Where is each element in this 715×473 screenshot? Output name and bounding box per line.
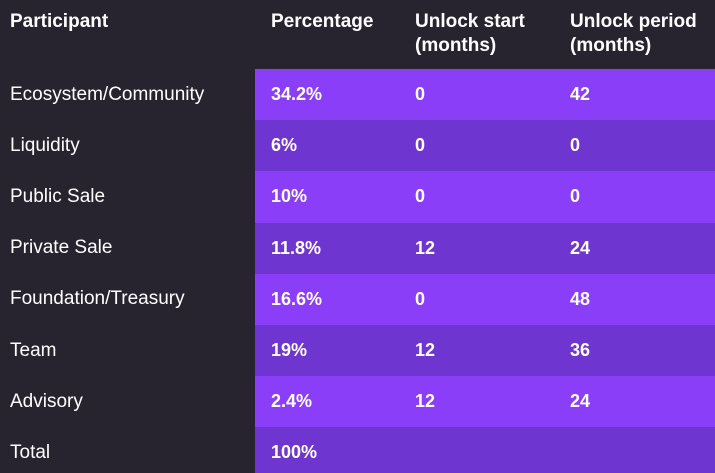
table-row: Foundation/Treasury 16.6% 0 48 [0, 273, 715, 325]
value-cells: 11.8% 12 24 [255, 222, 715, 274]
participant-cell: Private Sale [0, 222, 255, 274]
percentage-cell: 100% [271, 442, 318, 463]
value-cells: 10% 0 0 [255, 171, 715, 223]
percentage-cell: 19% [271, 340, 308, 361]
participant-cell: Foundation/Treasury [0, 273, 255, 325]
participant-cell: Ecosystem/Community [0, 69, 255, 121]
unlock-start-cell: 0 [415, 135, 426, 156]
percentage-cell: 10% [271, 186, 308, 207]
value-cells: 34.2% 0 42 [255, 69, 715, 121]
unlock-period-cell: 24 [570, 237, 591, 258]
unlock-start-cell: 0 [415, 84, 426, 105]
unlock-period-cell: 0 [570, 186, 581, 207]
unlock-start-cell: 12 [415, 237, 436, 258]
unlock-period-cell: 24 [570, 391, 591, 412]
value-cells: 2.4% 12 24 [255, 376, 715, 428]
header-unlock-period: Unlock period (months) [570, 11, 697, 56]
unlock-period-cell: 36 [570, 340, 591, 361]
percentage-cell: 6% [271, 135, 298, 156]
percentage-cell: 16.6% [271, 288, 323, 309]
table-row: Public Sale 10% 0 0 [0, 171, 715, 223]
participant-cell: Advisory [0, 376, 255, 428]
unlock-start-cell: 12 [415, 340, 436, 361]
table-body: Ecosystem/Community 34.2% 0 42 Liquidity… [0, 69, 715, 473]
unlock-start-cell: 12 [415, 391, 436, 412]
table-row: Ecosystem/Community 34.2% 0 42 [0, 69, 715, 121]
participant-cell: Team [0, 324, 255, 377]
table-row: Advisory 2.4% 12 24 [0, 376, 715, 428]
unlock-period-cell: 48 [570, 288, 591, 309]
participant-cell: Total [0, 427, 255, 473]
table-row: Private Sale 11.8% 12 24 [0, 222, 715, 274]
value-cells: 16.6% 0 48 [255, 273, 715, 325]
header-percentage: Percentage [271, 11, 374, 32]
participant-cell: Public Sale [0, 171, 255, 223]
value-cells: 6% 0 0 [255, 120, 715, 172]
table-row-total: Total 100% [0, 427, 715, 473]
unlock-start-cell: 0 [415, 186, 426, 207]
unlock-period-cell: 0 [570, 135, 581, 156]
table-row: Team 19% 12 36 [0, 324, 715, 377]
percentage-cell: 11.8% [271, 237, 322, 258]
table-header: Participant Percentage Unlock start (mon… [0, 0, 715, 69]
header-participant: Participant [10, 11, 109, 32]
table-row: Liquidity 6% 0 0 [0, 120, 715, 172]
value-cells: 19% 12 36 [255, 324, 715, 377]
percentage-cell: 34.2% [271, 84, 323, 105]
unlock-start-cell: 0 [415, 288, 426, 309]
header-unlock-start: Unlock start (months) [415, 11, 525, 56]
participant-cell: Liquidity [0, 120, 255, 172]
percentage-cell: 2.4% [271, 391, 313, 412]
unlock-period-cell: 42 [570, 84, 591, 105]
value-cells: 100% [255, 427, 715, 473]
